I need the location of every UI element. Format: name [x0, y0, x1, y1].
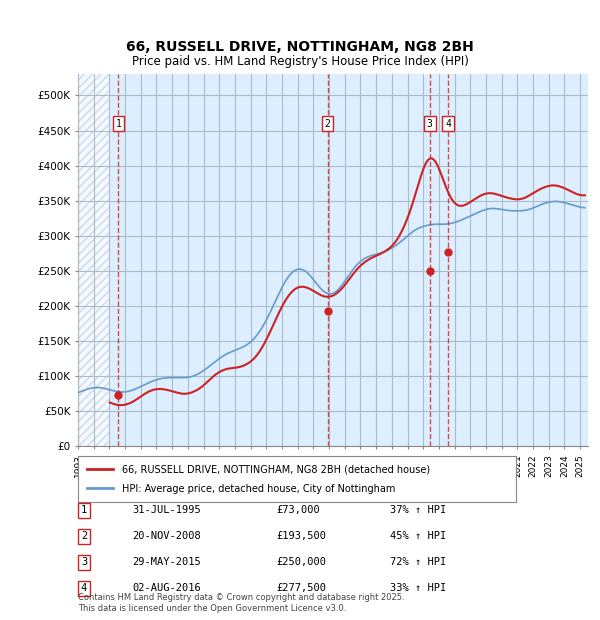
Text: £277,500: £277,500 [276, 583, 326, 593]
Text: 2: 2 [325, 118, 331, 128]
Text: HPI: Average price, detached house, City of Nottingham: HPI: Average price, detached house, City… [122, 484, 395, 494]
Text: 45% ↑ HPI: 45% ↑ HPI [390, 531, 446, 541]
Text: £250,000: £250,000 [276, 557, 326, 567]
Text: 33% ↑ HPI: 33% ↑ HPI [390, 583, 446, 593]
Text: 29-MAY-2015: 29-MAY-2015 [132, 557, 201, 567]
Text: 02-AUG-2016: 02-AUG-2016 [132, 583, 201, 593]
Text: 3: 3 [81, 557, 87, 567]
Text: 4: 4 [81, 583, 87, 593]
Text: 66, RUSSELL DRIVE, NOTTINGHAM, NG8 2BH: 66, RUSSELL DRIVE, NOTTINGHAM, NG8 2BH [126, 40, 474, 55]
Text: 66, RUSSELL DRIVE, NOTTINGHAM, NG8 2BH (detached house): 66, RUSSELL DRIVE, NOTTINGHAM, NG8 2BH (… [122, 464, 430, 475]
Polygon shape [78, 74, 109, 446]
Text: 3: 3 [427, 118, 433, 128]
Text: 2: 2 [81, 531, 87, 541]
Text: £193,500: £193,500 [276, 531, 326, 541]
Text: Contains HM Land Registry data © Crown copyright and database right 2025.
This d: Contains HM Land Registry data © Crown c… [78, 593, 404, 613]
Text: 31-JUL-1995: 31-JUL-1995 [132, 505, 201, 515]
Text: 4: 4 [445, 118, 451, 128]
Bar [78, 74, 109, 446]
Text: £73,000: £73,000 [276, 505, 320, 515]
Text: Price paid vs. HM Land Registry's House Price Index (HPI): Price paid vs. HM Land Registry's House … [131, 55, 469, 68]
Text: 1: 1 [81, 505, 87, 515]
Text: 1: 1 [116, 118, 121, 128]
Text: 20-NOV-2008: 20-NOV-2008 [132, 531, 201, 541]
Text: 37% ↑ HPI: 37% ↑ HPI [390, 505, 446, 515]
Text: 72% ↑ HPI: 72% ↑ HPI [390, 557, 446, 567]
